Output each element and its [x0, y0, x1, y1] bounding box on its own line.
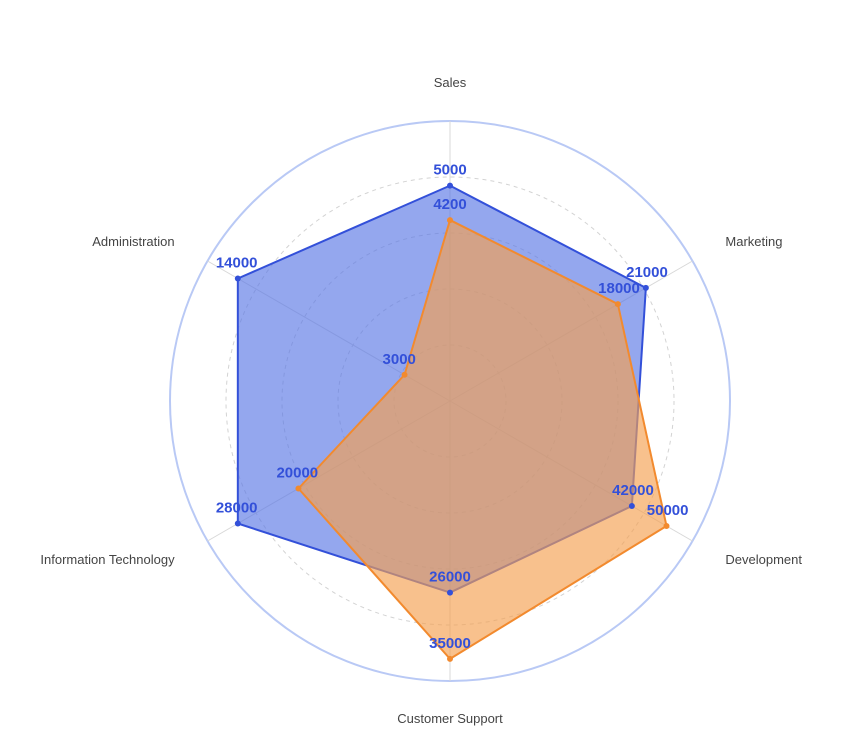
data-label: 14000	[216, 255, 258, 272]
axis-label: Administration	[92, 234, 174, 249]
data-label: 3000	[383, 351, 416, 368]
data-point	[663, 523, 670, 529]
data-point	[447, 655, 453, 662]
data-point	[401, 371, 408, 378]
data-point	[295, 485, 302, 492]
radar-points	[234, 182, 670, 662]
data-point	[234, 520, 241, 527]
axis-label: Marketing	[725, 234, 782, 249]
data-label: 50000	[647, 502, 689, 519]
data-point	[447, 589, 453, 596]
data-point	[447, 217, 453, 224]
grid-ring	[225, 176, 675, 626]
data-label: 42000	[612, 482, 654, 499]
axis-label: Development	[725, 552, 802, 567]
data-label: 20000	[276, 465, 318, 482]
data-point	[234, 275, 241, 282]
data-label: 4200	[433, 196, 466, 213]
data-label: 26000	[429, 569, 471, 586]
data-label: 35000	[429, 635, 471, 652]
data-label: 21000	[626, 264, 668, 281]
data-labels: 5000 21000 42000 26000 28000 14000 4200 18000 50…	[216, 162, 689, 652]
axis-labels: Sales Marketing Development Customer Suppor…	[40, 75, 802, 726]
axis-label: Information Technology	[40, 552, 175, 567]
axis-label: Customer Support	[397, 711, 503, 726]
data-label: 5000	[433, 162, 466, 179]
data-point	[447, 182, 453, 189]
axis-label: Sales	[434, 75, 467, 90]
data-point	[628, 503, 635, 509]
data-label: 28000	[216, 500, 258, 517]
data-point	[614, 301, 621, 308]
data-label: 18000	[598, 280, 640, 297]
radar-series	[236, 184, 668, 660]
data-point	[642, 284, 649, 291]
